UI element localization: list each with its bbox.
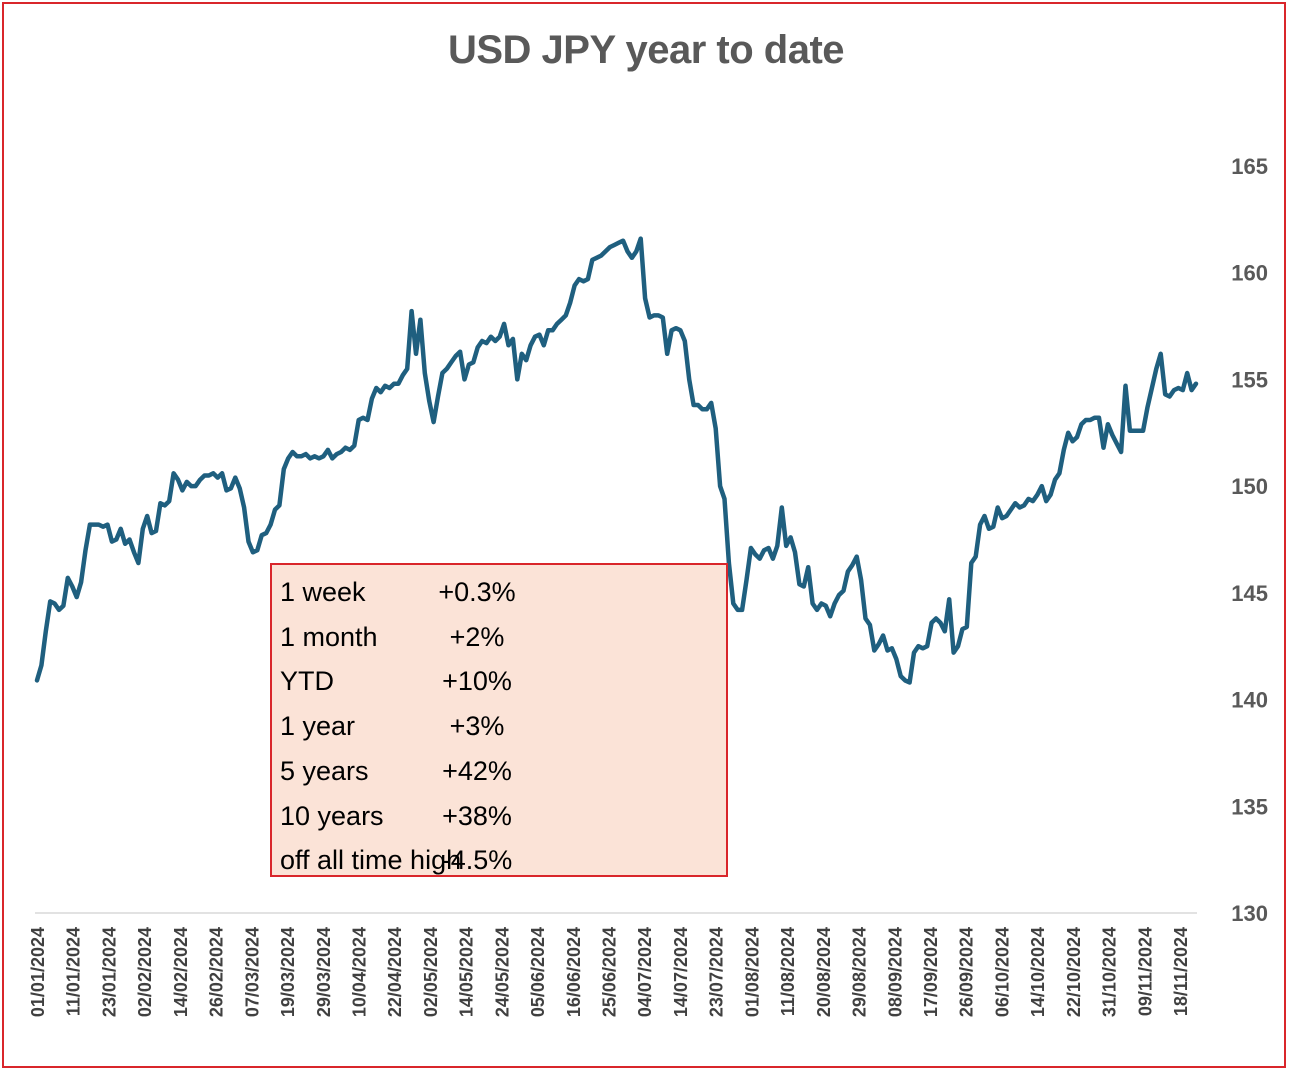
y-tick-label: 150 <box>1231 474 1268 499</box>
x-tick-label: 09/11/2024 <box>1135 927 1155 1016</box>
x-tick-label: 16/06/2024 <box>564 927 584 1017</box>
x-tick-label: 14/05/2024 <box>457 927 477 1017</box>
stat-label: 10 years <box>280 800 384 831</box>
x-tick-label: 17/09/2024 <box>921 927 941 1017</box>
x-tick-label: 19/03/2024 <box>278 927 298 1017</box>
x-tick-label: 14/10/2024 <box>1028 927 1048 1017</box>
x-tick-label: 18/11/2024 <box>1171 927 1191 1016</box>
x-tick-label: 20/08/2024 <box>814 927 834 1017</box>
x-tick-label: 29/03/2024 <box>314 927 334 1017</box>
stat-value: +0.3% <box>438 577 516 607</box>
stat-row: 5 years +42% <box>272 747 726 792</box>
stat-row: 10 years +38% <box>272 792 726 837</box>
x-tick-label: 04/07/2024 <box>635 927 655 1017</box>
stat-value: +38% <box>442 800 512 831</box>
y-tick-label: 130 <box>1231 901 1268 926</box>
y-tick-label: 135 <box>1231 794 1268 819</box>
stat-row: 1 year +3% <box>272 702 726 747</box>
x-tick-label: 11/08/2024 <box>778 927 798 1016</box>
stat-value: -4.5% <box>441 845 513 876</box>
x-tick-label: 02/02/2024 <box>135 927 155 1017</box>
stat-label: YTD <box>280 666 334 697</box>
stat-row: YTD +10% <box>272 657 726 702</box>
y-tick-label: 160 <box>1231 261 1268 286</box>
stat-label: 1 month <box>280 621 378 652</box>
stat-label: 5 years <box>280 755 369 786</box>
stat-label: 1 year <box>280 711 356 742</box>
x-tick-label: 06/10/2024 <box>992 927 1012 1017</box>
x-tick-label: 26/02/2024 <box>207 927 227 1017</box>
x-tick-label: 01/01/2024 <box>28 927 48 1017</box>
stat-value: +3% <box>449 711 505 742</box>
y-tick-label: 140 <box>1231 688 1268 713</box>
stat-row: off all time high -4.5% <box>272 836 726 881</box>
x-tick-label: 05/06/2024 <box>528 927 548 1017</box>
stat-value: +2% <box>449 621 505 652</box>
x-tick-label: 07/03/2024 <box>242 927 262 1017</box>
chart-title: USD JPY year to date <box>447 28 845 72</box>
x-tick-label: 02/05/2024 <box>421 927 441 1017</box>
stat-row: 1 month +2% <box>272 613 726 658</box>
y-axis-ticks: 130 135 140 145 150 155 160 165 <box>1231 154 1268 926</box>
x-tick-label: 10/04/2024 <box>349 927 369 1017</box>
stat-value: +42% <box>442 755 512 786</box>
series-line-usdjpy <box>34 236 1199 685</box>
x-tick-label: 25/06/2024 <box>600 927 620 1017</box>
x-tick-label: 01/08/2024 <box>742 927 762 1017</box>
x-tick-label: 26/09/2024 <box>957 927 977 1017</box>
x-tick-label: 24/05/2024 <box>492 927 512 1017</box>
x-tick-label: 22/10/2024 <box>1064 927 1084 1017</box>
y-tick-label: 145 <box>1231 581 1268 606</box>
x-tick-label: 14/02/2024 <box>171 927 191 1017</box>
y-tick-label: 155 <box>1231 367 1268 392</box>
stat-label: 1 week <box>280 577 366 607</box>
performance-table: 1 week +0.3% 1 month +2% YTD +10% 1 year +3% 5 y… <box>270 563 728 877</box>
x-tick-label: 08/09/2024 <box>885 927 905 1017</box>
x-tick-label: 31/10/2024 <box>1100 927 1120 1017</box>
x-tick-label: 23/07/2024 <box>707 927 727 1017</box>
stat-row: 1 week +0.3% <box>272 568 726 613</box>
x-tick-label: 22/04/2024 <box>385 927 405 1017</box>
x-tick-label: 23/01/2024 <box>99 927 119 1017</box>
y-tick-label: 165 <box>1231 154 1268 179</box>
x-tick-label: 14/07/2024 <box>671 927 691 1017</box>
x-tick-label: 29/08/2024 <box>850 927 870 1017</box>
stat-label: off all time high <box>280 845 462 876</box>
stat-value: +10% <box>442 666 512 697</box>
x-tick-label: 11/01/2024 <box>64 927 84 1016</box>
x-axis-ticks: 01/01/2024 11/01/2024 23/01/2024 02/02/2024… <box>28 927 1191 1017</box>
